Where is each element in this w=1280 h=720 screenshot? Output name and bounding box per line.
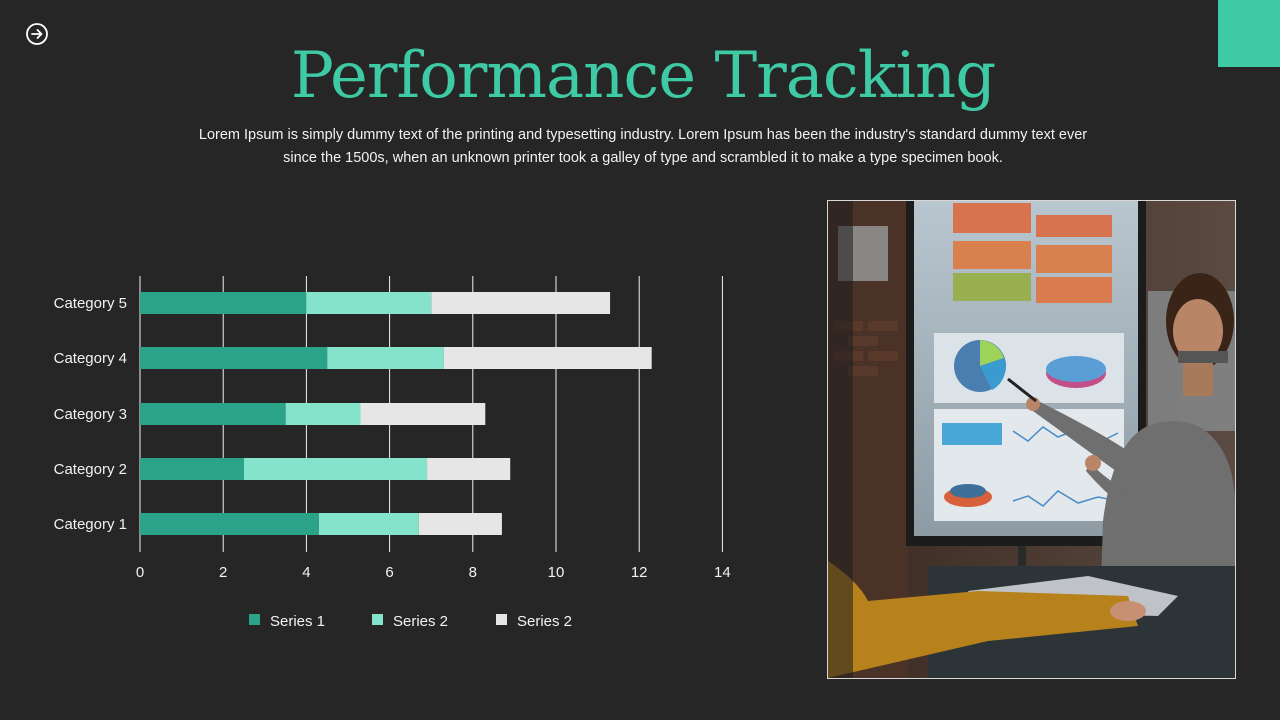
bar-segment-series-2 [285, 403, 361, 425]
x-tick-label: 0 [136, 564, 144, 581]
bar-segment-series-1 [140, 403, 286, 425]
bar-segment-series-3 [360, 403, 486, 425]
x-tick-label: 10 [548, 564, 565, 581]
x-tick-label: 4 [302, 564, 310, 581]
bar-segment-series-1 [140, 347, 328, 369]
stacked-bar-chart: 0 2 4 6 8 10 12 14 Category 1 Category 2 Category … [54, 276, 731, 630]
bar-segment-series-1 [140, 292, 307, 314]
bar-segment-series-2 [306, 292, 432, 314]
bar-segment-series-3 [431, 292, 611, 314]
accent-corner-block [1218, 0, 1280, 67]
bar-segment-series-3 [443, 347, 652, 369]
x-tick-label: 8 [469, 564, 477, 581]
category-label: Category 2 [54, 461, 127, 478]
bar-segment-series-2 [318, 513, 419, 535]
legend-swatch [249, 614, 260, 625]
bar-segment-series-2 [244, 458, 428, 480]
x-tick-label: 12 [631, 564, 648, 581]
bar-segment-series-3 [427, 458, 511, 480]
category-label: Category 4 [54, 350, 127, 367]
legend-label: Series 2 [517, 613, 572, 630]
x-tick-label: 14 [714, 564, 731, 581]
legend-swatch [496, 614, 507, 625]
legend-label: Series 1 [270, 613, 325, 630]
x-tick-label: 6 [385, 564, 393, 581]
x-tick-label: 2 [219, 564, 227, 581]
arrow-right-circle-icon[interactable] [25, 22, 49, 46]
legend-label: Series 2 [393, 613, 448, 630]
bar-segment-series-3 [418, 513, 502, 535]
bar-segment-series-1 [140, 458, 244, 480]
page-title: Performance Tracking [290, 39, 996, 113]
presenter-photo [827, 200, 1236, 679]
bar-segment-series-2 [327, 347, 444, 369]
category-label: Category 5 [54, 295, 127, 312]
page-subtitle: Lorem Ipsum is simply dummy text of the … [198, 127, 1088, 166]
category-label: Category 3 [54, 406, 127, 423]
legend-swatch [372, 614, 383, 625]
bar-segment-series-1 [140, 513, 319, 535]
category-label: Category 1 [54, 516, 127, 533]
presenter-photo-illustration [828, 201, 1235, 678]
